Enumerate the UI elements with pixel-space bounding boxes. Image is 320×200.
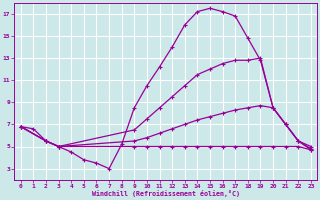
- X-axis label: Windchill (Refroidissement éolien,°C): Windchill (Refroidissement éolien,°C): [92, 190, 240, 197]
